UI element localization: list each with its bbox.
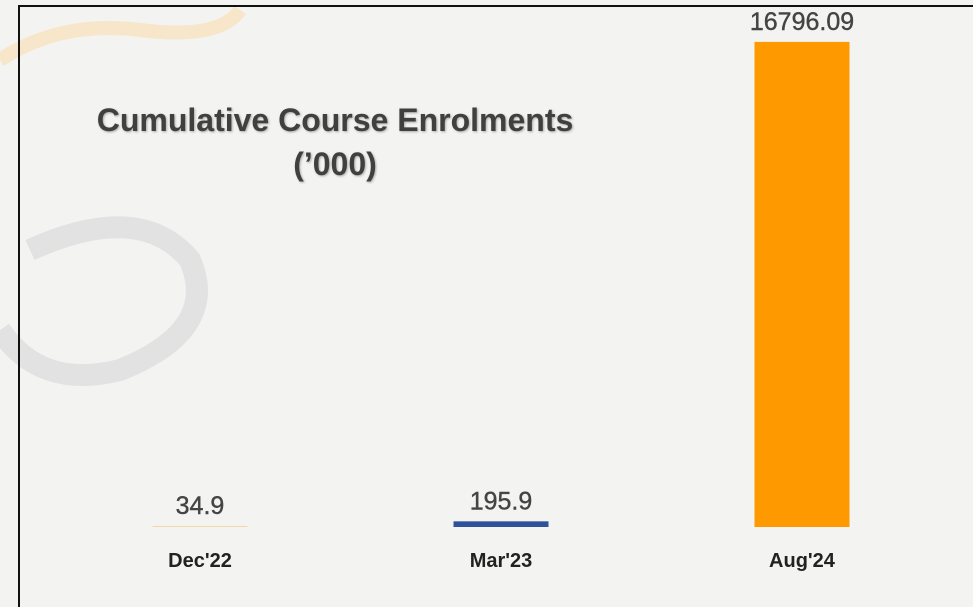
- x-tick-label: Mar'23: [470, 550, 533, 572]
- bar: [754, 41, 850, 527]
- value-label: 16796.09: [750, 8, 854, 36]
- x-tick-label: Dec'22: [168, 550, 232, 572]
- bar: [152, 525, 248, 527]
- decor: [0, 5, 246, 66]
- decor: [0, 216, 208, 386]
- x-tick-label: Aug'24: [769, 550, 836, 572]
- frame: [18, 5, 973, 607]
- value-label: 34.9: [176, 492, 225, 520]
- value-label: 195.9: [470, 487, 533, 515]
- chart-title: Cumulative Course Enrolments (’000): [96, 102, 574, 182]
- bar: [453, 521, 549, 527]
